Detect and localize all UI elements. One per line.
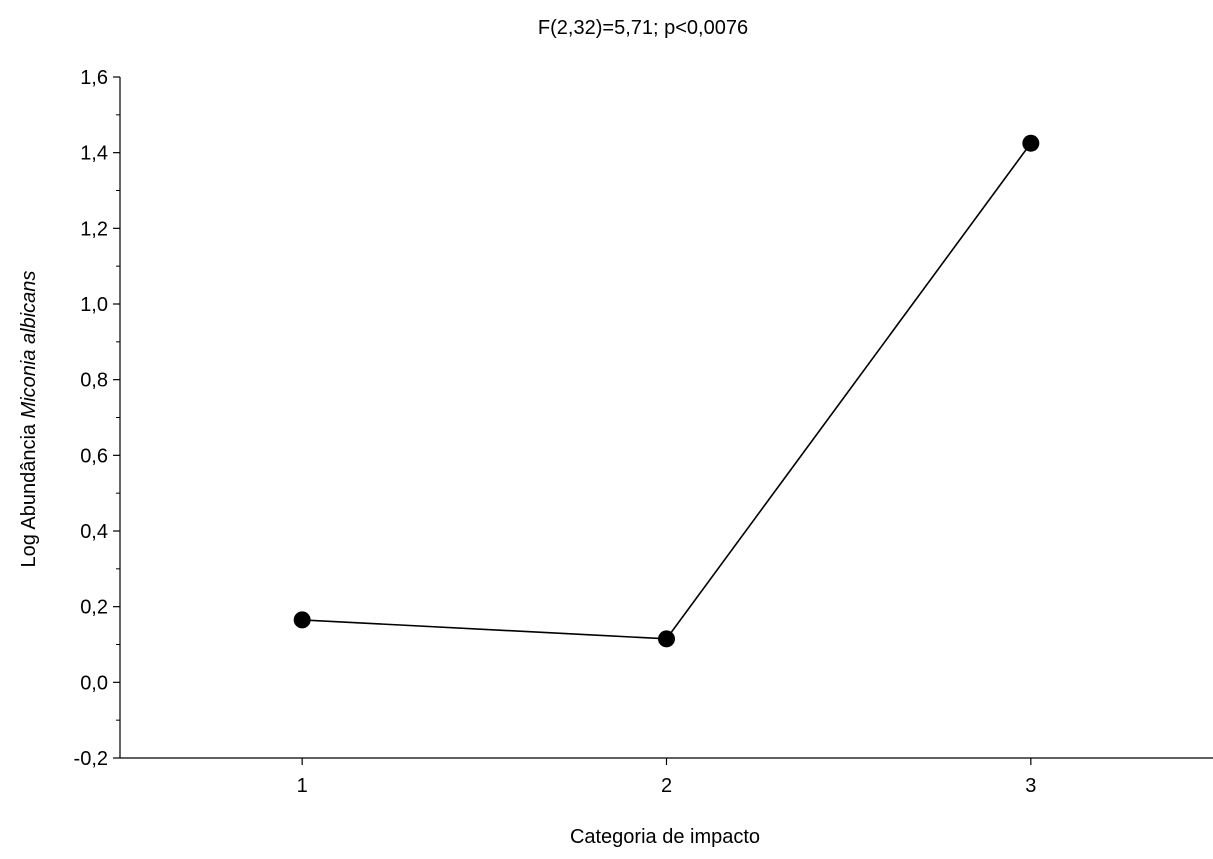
y-tick-label: 1,4 xyxy=(80,143,108,165)
y-tick-label: -0,2 xyxy=(74,748,108,770)
data-point xyxy=(293,611,311,629)
y-tick-label: 1,0 xyxy=(80,294,108,316)
y-tick-label: 1,2 xyxy=(80,218,108,240)
series-line xyxy=(302,142,1032,640)
x-tick-label: 3 xyxy=(1025,775,1036,797)
plot-area: -0,2 0,0 0,2 0,4 0,6 0,8 1,0 1,2 1,4 1,6 1 2 3 xyxy=(74,67,1213,797)
chart-title: F(2,32)=5,71; p<0,0076 xyxy=(538,17,748,39)
x-tick-label: 2 xyxy=(661,775,672,797)
y-axis-title-prefix: Log Abundância xyxy=(18,418,40,567)
y-tick-label: 0,6 xyxy=(80,445,108,467)
y-tick-label: 1,6 xyxy=(80,67,108,89)
x-tick-label: 1 xyxy=(297,775,308,797)
y-tick-label: 0,2 xyxy=(80,597,108,619)
data-point xyxy=(658,630,675,648)
y-axis-title-species: Miconia albicans xyxy=(18,271,40,419)
y-tick-label: 0,0 xyxy=(80,672,108,694)
y-tick-label: 0,8 xyxy=(80,370,108,392)
y-tick-label: 0,4 xyxy=(80,521,108,543)
x-axis-title: Categoria de impacto xyxy=(570,826,760,848)
data-point xyxy=(1022,134,1040,152)
y-axis-title: Log Abundância Miconia albicans xyxy=(18,271,40,568)
